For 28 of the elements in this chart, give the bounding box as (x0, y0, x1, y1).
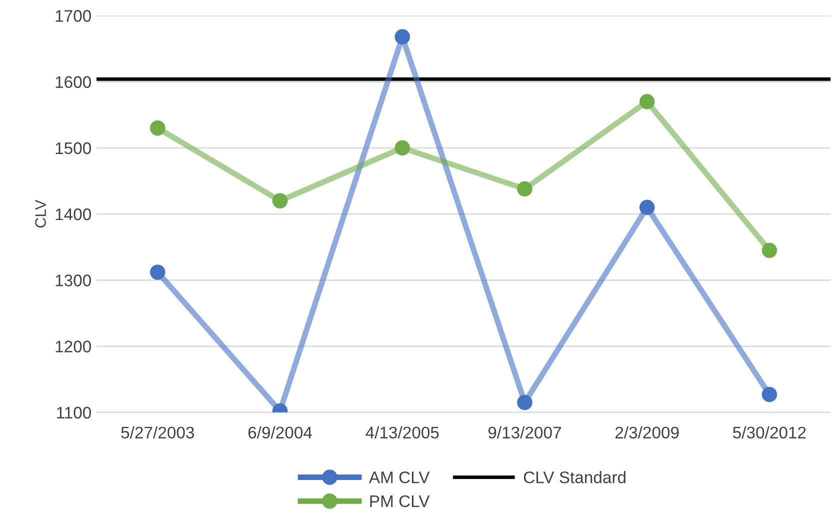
point (272, 193, 288, 208)
y-tick-label: 1200 (56, 340, 91, 352)
y-tick-label: 1600 (56, 76, 91, 88)
y-tick-label: 1700 (56, 10, 91, 22)
legend-label: PM CLV (370, 495, 430, 508)
x-tick-label: 4/13/2005 (366, 426, 439, 439)
x-tick-label: 5/27/2003 (121, 426, 194, 439)
point (394, 140, 410, 156)
point (762, 386, 778, 402)
point (517, 394, 532, 410)
y-tick-label: 1100 (57, 406, 91, 419)
legend-label: AM CLV (368, 471, 430, 484)
x-tick-label: 2/3/2009 (615, 426, 679, 439)
point (517, 181, 532, 197)
y-axis-title: CLV (35, 200, 46, 228)
point (150, 120, 166, 136)
point (150, 264, 166, 280)
y-tick-label: 1400 (56, 208, 91, 220)
x-tick-label: 6/9/2004 (248, 426, 312, 439)
point (394, 29, 410, 44)
point (639, 200, 655, 216)
x-tick-label: 9/13/2007 (488, 426, 561, 439)
x-tick-label: 5/30/2012 (733, 426, 806, 439)
legend-label: CLV Standard (524, 471, 626, 484)
y-tick-label: 1300 (56, 274, 91, 286)
point (762, 242, 778, 258)
y-tick-label: 1500 (56, 142, 91, 154)
point (639, 94, 655, 110)
